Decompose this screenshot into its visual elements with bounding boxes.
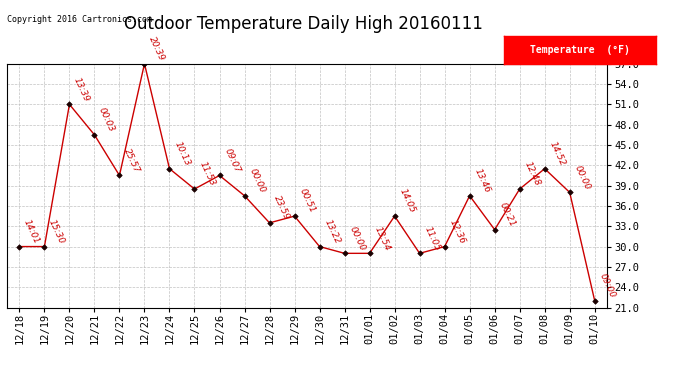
Text: 09:07: 09:07	[222, 147, 242, 174]
Text: 12:36: 12:36	[447, 218, 466, 245]
Text: 00:03: 00:03	[97, 106, 117, 134]
Text: 13:22: 13:22	[322, 218, 342, 245]
Text: 00:00: 00:00	[573, 164, 591, 191]
Text: 09:00: 09:00	[598, 272, 617, 299]
Text: 20:39: 20:39	[147, 35, 166, 62]
Text: 14:05: 14:05	[397, 188, 417, 215]
Text: 23:59: 23:59	[273, 194, 291, 222]
Text: 13:54: 13:54	[373, 225, 391, 252]
Text: 13:39: 13:39	[72, 76, 91, 103]
Text: Outdoor Temperature Daily High 20160111: Outdoor Temperature Daily High 20160111	[124, 15, 483, 33]
Text: 00:00: 00:00	[247, 167, 266, 194]
Text: 25:57: 25:57	[122, 147, 141, 174]
Text: 14:52: 14:52	[547, 140, 566, 167]
Text: 10:13: 10:13	[172, 140, 191, 167]
Text: 15:30: 15:30	[47, 218, 66, 245]
Text: 11:53: 11:53	[197, 160, 217, 188]
Text: 00:51: 00:51	[297, 188, 317, 215]
Text: 12:48: 12:48	[522, 160, 542, 188]
Text: 00:21: 00:21	[497, 201, 517, 228]
Text: 11:05: 11:05	[422, 225, 442, 252]
Text: Copyright 2016 Cartronics.com: Copyright 2016 Cartronics.com	[7, 15, 152, 24]
Text: 13:46: 13:46	[473, 167, 491, 194]
Text: 14:01: 14:01	[22, 218, 41, 245]
Text: 00:00: 00:00	[347, 225, 366, 252]
Text: Temperature  (°F): Temperature (°F)	[530, 45, 629, 55]
